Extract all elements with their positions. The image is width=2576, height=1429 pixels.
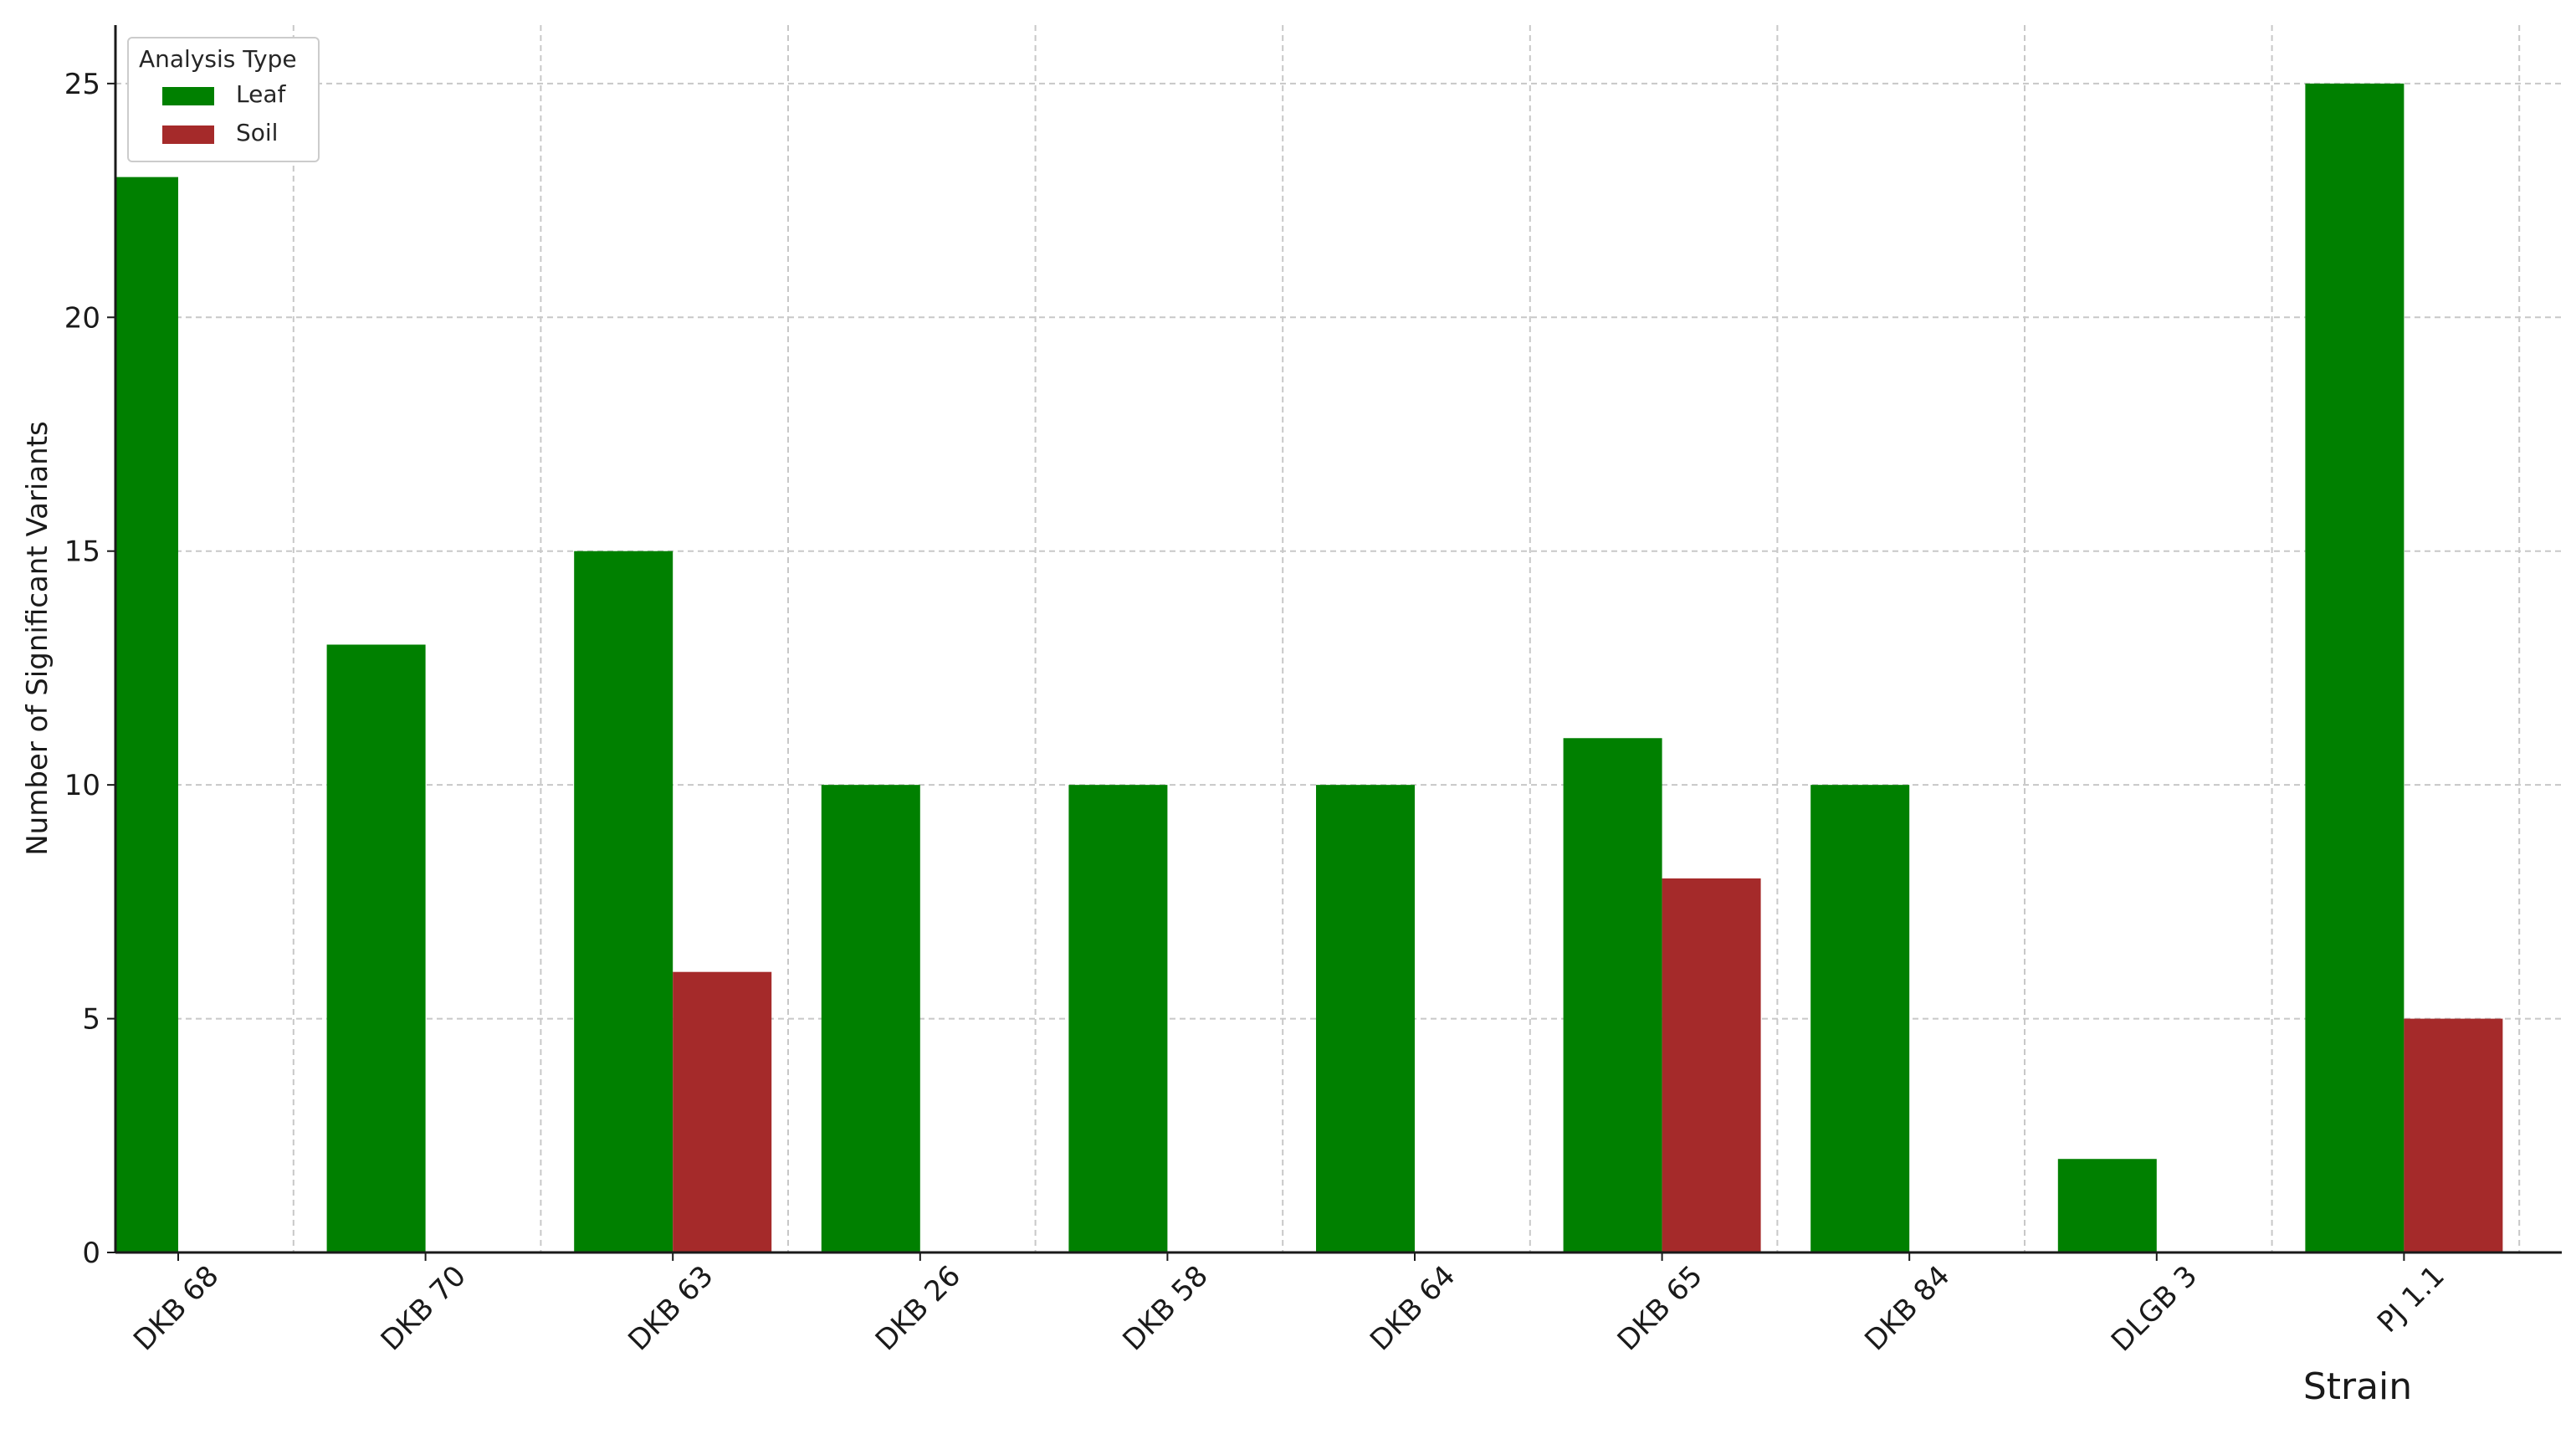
y-axis-label: Number of Significant Variants bbox=[21, 421, 54, 856]
legend-label-leaf: Leaf bbox=[236, 80, 286, 108]
x-tick-label: DLGB 3 bbox=[2105, 1259, 2204, 1358]
bar-leaf-dkb-65 bbox=[1563, 738, 1662, 1252]
legend-swatch-soil bbox=[162, 125, 214, 144]
bar-leaf-dkb-68 bbox=[115, 177, 178, 1253]
legend-label-soil: Soil bbox=[236, 119, 279, 146]
grid-lines bbox=[115, 25, 2562, 1252]
x-tick-label: DKB 58 bbox=[1116, 1259, 1214, 1357]
x-tick-label: DKB 84 bbox=[1858, 1259, 1956, 1357]
bar-soil-pj-1-1 bbox=[2404, 1018, 2503, 1252]
bars bbox=[115, 83, 2503, 1253]
bar-soil-dkb-65 bbox=[1662, 878, 1761, 1252]
x-tick-label: PJ 1.1 bbox=[2371, 1259, 2451, 1339]
bar-leaf-pj-1-1 bbox=[2305, 83, 2404, 1252]
x-tick-label: DKB 26 bbox=[869, 1259, 967, 1357]
x-tick-label: DKB 68 bbox=[127, 1259, 225, 1357]
x-tick-label: DKB 65 bbox=[1611, 1259, 1709, 1357]
legend-swatch-leaf bbox=[162, 87, 214, 105]
bar-leaf-dkb-64 bbox=[1316, 785, 1415, 1252]
bar-leaf-dkb-58 bbox=[1068, 785, 1168, 1252]
legend-title: Analysis Type bbox=[139, 45, 297, 73]
bar-leaf-dlgb-3 bbox=[2057, 1159, 2157, 1252]
x-tick-label: DKB 70 bbox=[375, 1259, 473, 1357]
x-tick-label: DKB 64 bbox=[1364, 1259, 1462, 1357]
x-axis-label: Strain bbox=[2303, 1365, 2412, 1408]
bar-leaf-dkb-63 bbox=[574, 551, 673, 1252]
bar-leaf-dkb-70 bbox=[326, 644, 426, 1252]
bar-soil-dkb-63 bbox=[673, 971, 772, 1252]
bar-leaf-dkb-84 bbox=[1810, 785, 1910, 1252]
y-tick-label: 25 bbox=[64, 68, 100, 101]
y-tick-label: 15 bbox=[64, 535, 100, 569]
y-tick-label: 5 bbox=[82, 1003, 100, 1037]
y-tick-label: 20 bbox=[64, 301, 100, 335]
y-tick-label: 10 bbox=[64, 769, 100, 802]
x-tick-label: DKB 63 bbox=[622, 1259, 720, 1357]
y-tick-label: 0 bbox=[82, 1237, 100, 1270]
legend: Analysis Type Leaf Soil bbox=[127, 37, 320, 162]
axes bbox=[114, 25, 2562, 1254]
bar-leaf-dkb-26 bbox=[821, 785, 920, 1252]
